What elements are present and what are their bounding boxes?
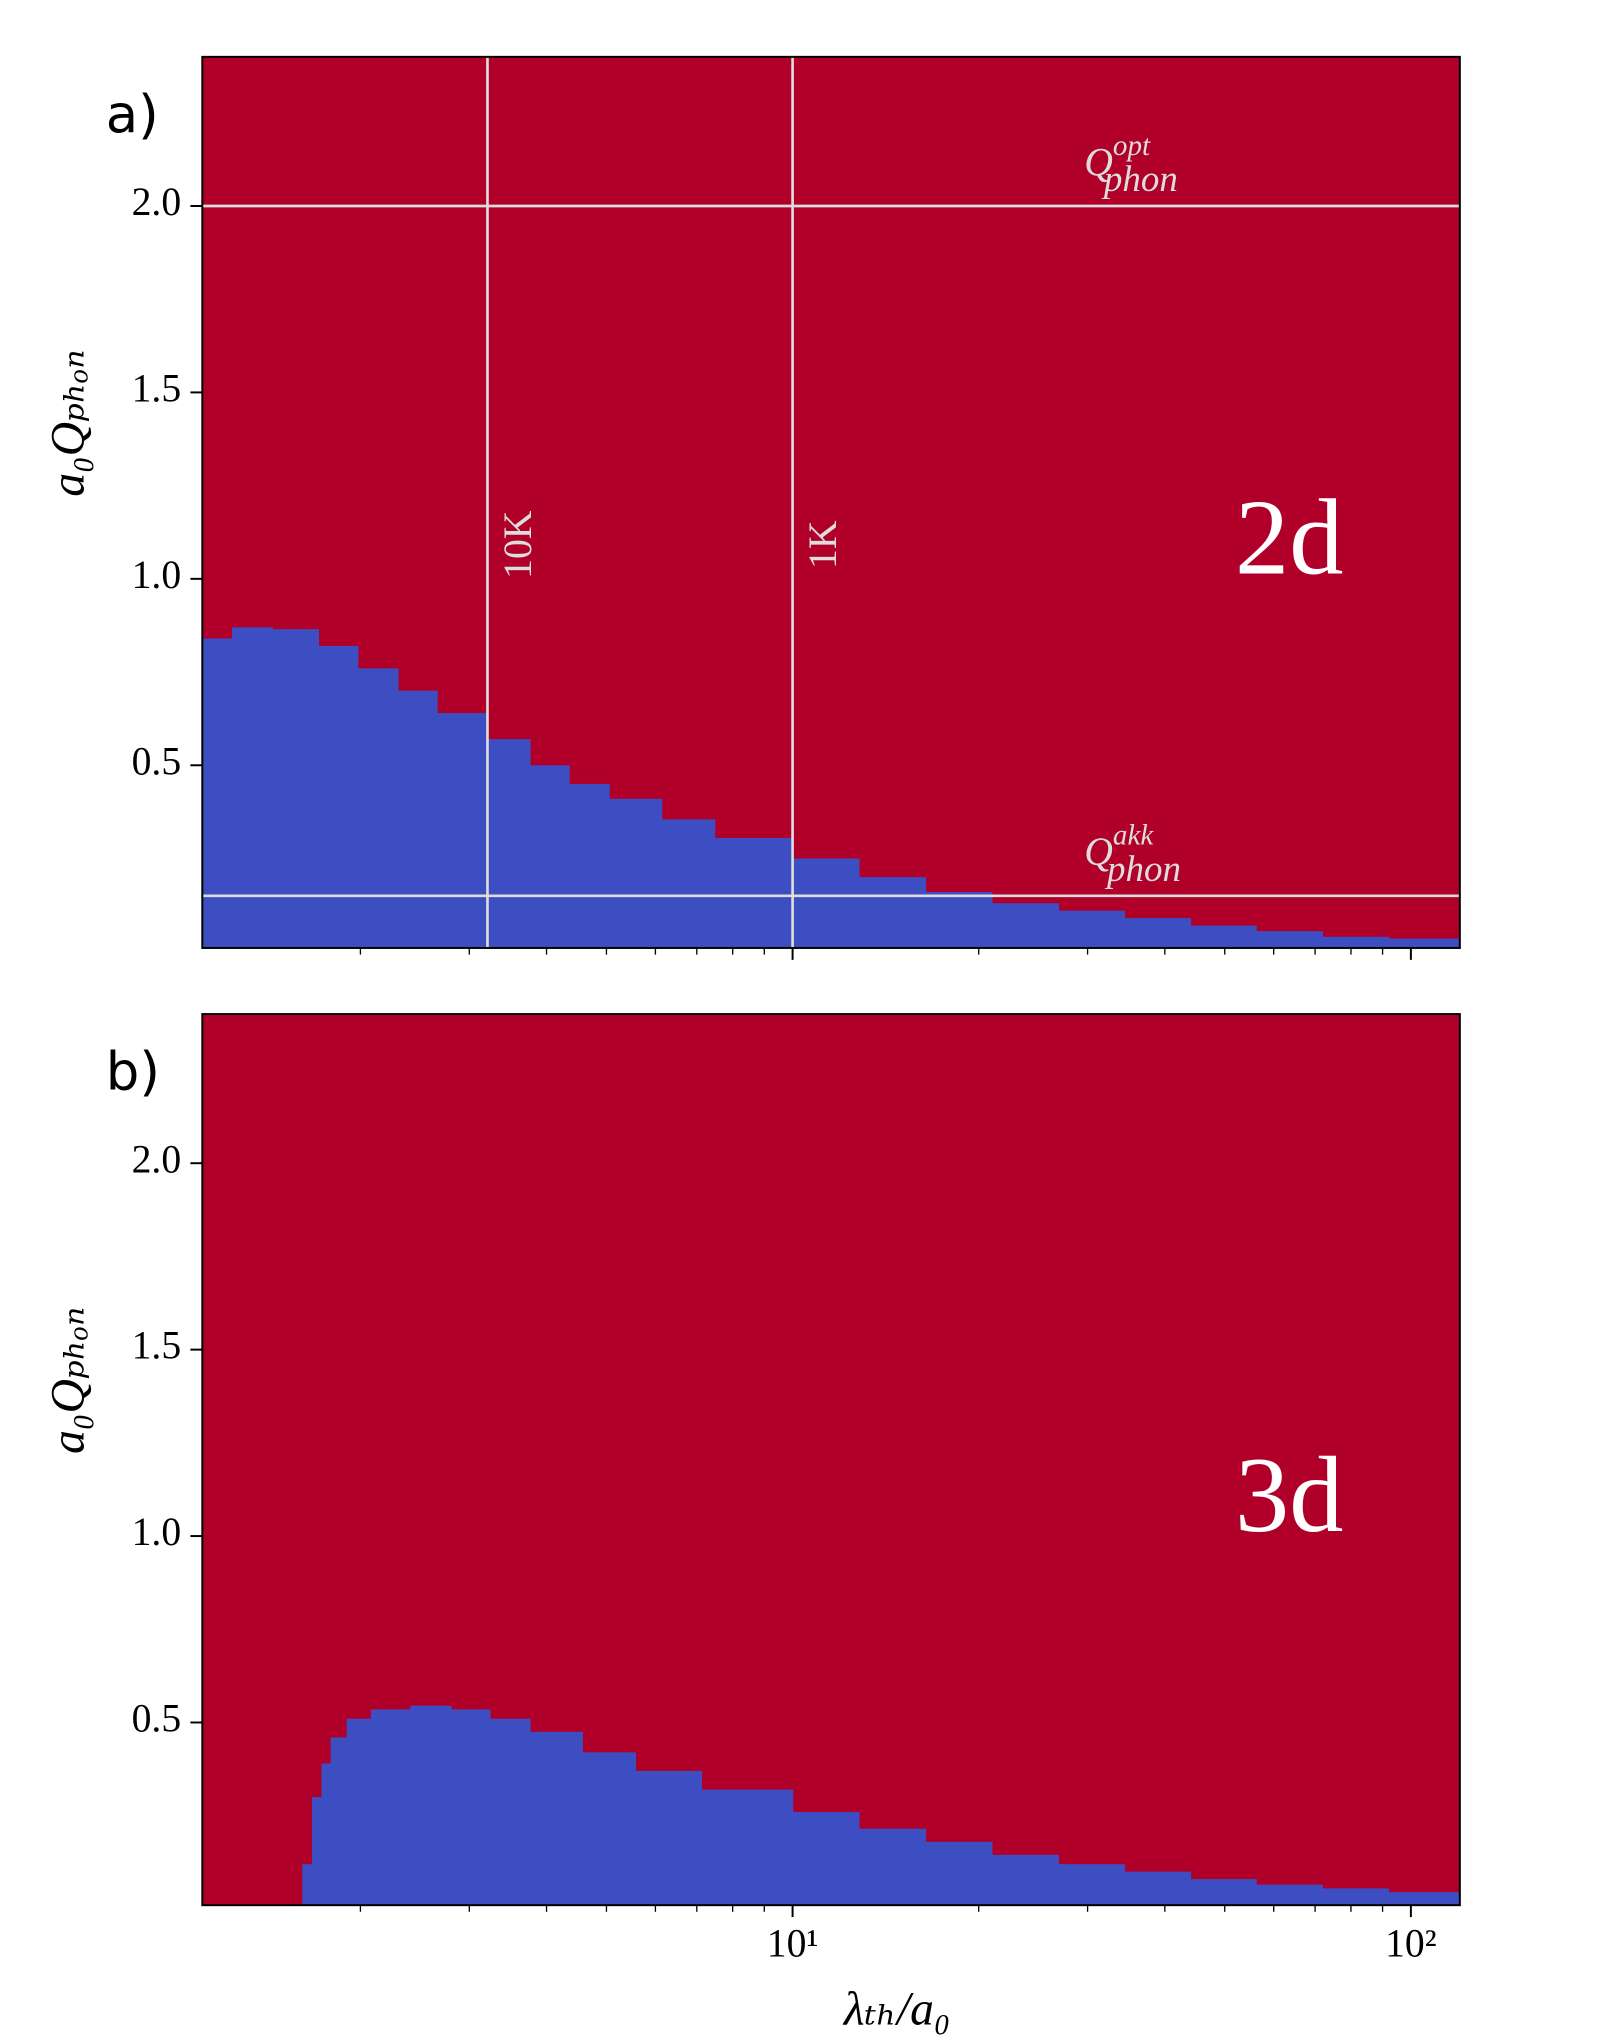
step-bar bbox=[489, 1718, 531, 1906]
step-bar bbox=[1388, 938, 1461, 948]
label-sub: phon bbox=[1104, 848, 1181, 889]
step-bar bbox=[272, 629, 320, 948]
y-tick-label: 2.0 bbox=[132, 1137, 182, 1181]
step-bar bbox=[330, 1737, 348, 1906]
y-tick-label: 1.5 bbox=[132, 367, 182, 411]
label-sup: opt bbox=[1113, 129, 1151, 161]
step-bar bbox=[357, 668, 399, 948]
y-tick-label: 1.0 bbox=[132, 1510, 182, 1554]
step-bar bbox=[1190, 1879, 1257, 1906]
step-bar bbox=[925, 892, 993, 948]
plot-frame bbox=[201, 55, 1461, 949]
step-bar bbox=[792, 858, 860, 948]
step-bar bbox=[1124, 918, 1192, 948]
panel-text: 2d bbox=[1235, 478, 1343, 598]
step-bar bbox=[858, 1828, 927, 1906]
step-bar bbox=[529, 1731, 583, 1906]
y-tick-label: 2.0 bbox=[132, 180, 182, 224]
label-sup: akk bbox=[1113, 819, 1154, 851]
x-axis-label: λₜₕ/a₀ bbox=[842, 1984, 950, 2036]
label-base: Q bbox=[1084, 830, 1113, 874]
label-sub: phon bbox=[1101, 159, 1178, 200]
hline-label: Qakk phon bbox=[1084, 819, 1181, 889]
vline-label: 1K bbox=[801, 520, 845, 569]
step-bar bbox=[1256, 1884, 1323, 1906]
y-tick-label: 1.0 bbox=[132, 553, 182, 597]
step-bar bbox=[635, 1770, 703, 1906]
step-bar bbox=[370, 1709, 412, 1906]
y-axis-label: a₀Qₚₕₒₙ bbox=[43, 349, 95, 496]
step-bar bbox=[410, 1705, 452, 1906]
y-tick-label: 0.5 bbox=[132, 739, 182, 783]
step-bar bbox=[714, 837, 794, 948]
step-bar bbox=[1124, 1871, 1192, 1906]
step-bar bbox=[346, 1718, 372, 1906]
y-tick-label: 0.5 bbox=[132, 1697, 182, 1741]
step-bar bbox=[792, 1811, 860, 1906]
step-bar bbox=[302, 1864, 313, 1906]
step-bar bbox=[569, 783, 610, 948]
step-bar bbox=[318, 645, 359, 948]
step-bar bbox=[1256, 931, 1323, 948]
y-axis-label: a₀Qₚₕₒₙ bbox=[43, 1307, 95, 1454]
step-bar bbox=[661, 819, 716, 948]
step-bar bbox=[1190, 925, 1257, 948]
step-bar bbox=[925, 1841, 993, 1906]
step-bar bbox=[311, 1797, 323, 1906]
panel-text: 3d bbox=[1235, 1435, 1343, 1555]
step-bar bbox=[582, 1752, 637, 1906]
hline-label: Qopt phon bbox=[1084, 129, 1178, 199]
step-bar bbox=[232, 627, 273, 948]
plot-frame bbox=[201, 1013, 1461, 1907]
step-bar bbox=[321, 1763, 332, 1906]
step-bar bbox=[991, 903, 1059, 948]
step-bar bbox=[1322, 1888, 1390, 1906]
step-bar bbox=[1058, 910, 1125, 948]
x-tick-label: 10² bbox=[1385, 1922, 1437, 1966]
step-bar bbox=[1058, 1864, 1125, 1906]
step-bar bbox=[1322, 936, 1390, 948]
step-bar bbox=[397, 690, 438, 948]
step-bar bbox=[436, 713, 489, 948]
step-bar bbox=[529, 765, 570, 948]
step-bar bbox=[487, 739, 531, 948]
y-tick-label: 1.5 bbox=[132, 1324, 182, 1368]
label-base: Q bbox=[1084, 140, 1113, 184]
step-bar bbox=[609, 798, 663, 948]
step-bar bbox=[858, 877, 927, 948]
panel-label: b) bbox=[106, 1042, 160, 1103]
step-bar bbox=[450, 1709, 491, 1906]
step-bar bbox=[991, 1854, 1059, 1906]
step-bar bbox=[202, 638, 233, 948]
panel-label: a) bbox=[106, 84, 159, 145]
step-bar bbox=[1388, 1892, 1461, 1906]
vline-label: 10K bbox=[496, 510, 540, 579]
x-tick-label: 10¹ bbox=[767, 1922, 819, 1966]
step-bar bbox=[701, 1789, 794, 1906]
